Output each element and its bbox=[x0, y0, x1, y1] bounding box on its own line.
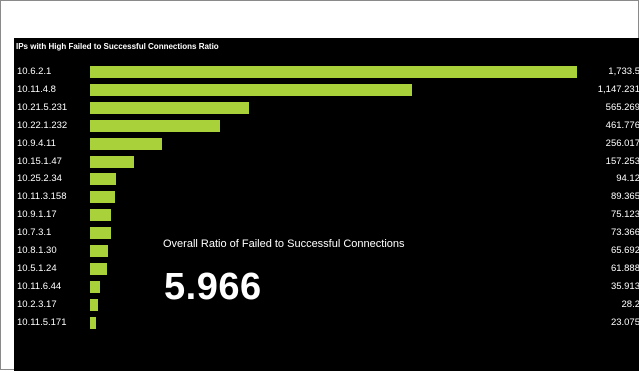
ip-label: 10.15.1.47 bbox=[17, 156, 62, 168]
ip-label: 10.6.2.1 bbox=[17, 66, 51, 78]
ip-label: 10.11.3.158 bbox=[17, 191, 66, 203]
ratio-bar[interactable] bbox=[90, 209, 111, 221]
ratio-value-label: 61.888 bbox=[611, 263, 639, 275]
ratio-bar[interactable] bbox=[90, 317, 96, 329]
ip-label: 10.9.1.17 bbox=[17, 209, 57, 221]
ratio-bar[interactable] bbox=[90, 156, 134, 168]
ip-label: 10.25.2.34 bbox=[17, 173, 62, 185]
ratio-bar[interactable] bbox=[90, 102, 249, 114]
ip-label: 10.21.5.231 bbox=[17, 102, 67, 114]
ip-label: 10.11.4.8 bbox=[17, 84, 56, 96]
metric-value: 5.966 bbox=[164, 266, 262, 309]
ip-label: 10.9.4.11 bbox=[17, 138, 56, 150]
ratio-bar[interactable] bbox=[90, 191, 115, 203]
ratio-value-label: 461.776 bbox=[606, 120, 639, 132]
ratio-value-label: 94.12 bbox=[616, 173, 639, 185]
chart-panel: IPs with High Failed to Successful Conne… bbox=[14, 38, 639, 371]
ratio-bar[interactable] bbox=[90, 120, 220, 132]
ip-label: 10.7.3.1 bbox=[17, 227, 51, 239]
ratio-bar[interactable] bbox=[90, 227, 111, 239]
ratio-value-label: 256.017 bbox=[606, 138, 639, 150]
ip-label: 10.11.5.171 bbox=[17, 317, 66, 329]
ratio-value-label: 89.365 bbox=[611, 191, 639, 203]
ratio-bar[interactable] bbox=[90, 281, 100, 293]
ratio-value-label: 73.366 bbox=[611, 227, 639, 239]
ratio-value-label: 65.692 bbox=[611, 245, 639, 257]
ratio-value-label: 157.253 bbox=[606, 156, 639, 168]
ratio-value-label: 1,147.231 bbox=[598, 84, 639, 96]
ip-label: 10.2.3.17 bbox=[17, 299, 57, 311]
ip-label: 10.5.1.24 bbox=[17, 263, 57, 275]
ratio-bar[interactable] bbox=[90, 173, 116, 185]
ratio-bar[interactable] bbox=[90, 66, 577, 78]
ip-label: 10.22.1.232 bbox=[17, 120, 67, 132]
panel-title: IPs with High Failed to Successful Conne… bbox=[16, 42, 219, 51]
ratio-bar[interactable] bbox=[90, 138, 162, 150]
metric-label: Overall Ratio of Failed to Successful Co… bbox=[163, 238, 405, 250]
ratio-value-label: 28.2 bbox=[622, 299, 639, 311]
ratio-bar[interactable] bbox=[90, 299, 98, 311]
ratio-value-label: 23.075 bbox=[611, 317, 639, 329]
ratio-value-label: 35.913 bbox=[611, 281, 639, 293]
ratio-value-label: 565.269 bbox=[606, 102, 639, 114]
ip-label: 10.8.1.30 bbox=[17, 245, 57, 257]
ip-label: 10.11.6.44 bbox=[17, 281, 61, 293]
ratio-bar[interactable] bbox=[90, 84, 412, 96]
ratio-value-label: 1,733.5 bbox=[608, 66, 639, 78]
ratio-value-label: 75.123 bbox=[611, 209, 639, 221]
ratio-bar[interactable] bbox=[90, 245, 108, 257]
ratio-bar[interactable] bbox=[90, 263, 107, 275]
